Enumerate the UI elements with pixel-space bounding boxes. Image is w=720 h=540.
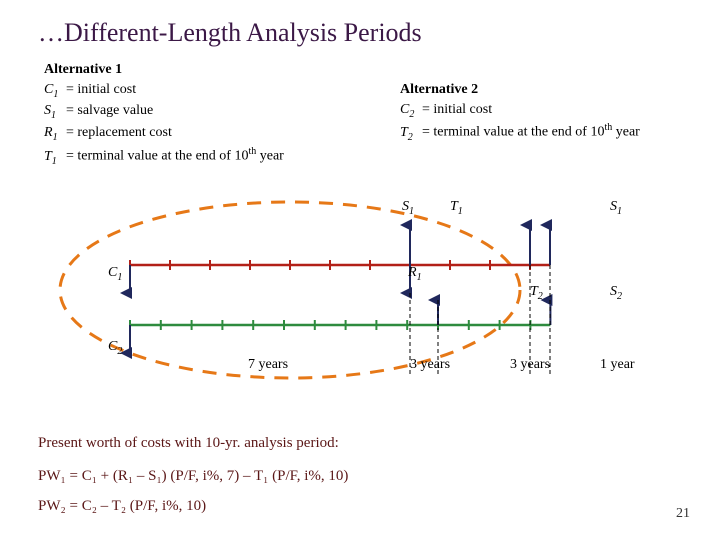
sym-r1: R1: [44, 123, 66, 145]
svg-text:S1: S1: [610, 199, 622, 217]
alt1-block: Alternative 1 C1= initial cost S1= salva…: [44, 60, 284, 168]
svg-text:3 years: 3 years: [510, 357, 550, 372]
sym-t1: T1: [44, 147, 66, 169]
sym-t2: T2: [400, 123, 422, 145]
sym-c2: C2: [400, 100, 422, 122]
sym-c1: C1: [44, 80, 66, 102]
alt1-heading: Alternative 1: [44, 62, 122, 77]
svg-text:T1: T1: [450, 199, 463, 217]
page-title: …Different-Length Analysis Periods: [38, 18, 422, 48]
sym-s1: S1: [44, 101, 66, 123]
svg-text:C2: C2: [108, 339, 122, 357]
c1-text: = initial cost: [66, 82, 136, 97]
pw-intro: Present worth of costs with 10-yr. analy…: [38, 435, 339, 452]
alt2-block: Alternative 2 C2= initial cost T2= termi…: [400, 80, 640, 145]
diagram: C1S1T1S1R1C2T2S27 years3 years3 years1 y…: [30, 180, 690, 390]
s1-text: = salvage value: [66, 103, 153, 118]
page-number: 21: [676, 506, 690, 522]
svg-text:T2: T2: [530, 284, 543, 302]
c2-text: = initial cost: [422, 102, 492, 117]
pw1-formula: PW₁ = C₁ + (R₁ – S₁) (P/F, i%, 7) – T₁ (…: [38, 468, 348, 485]
t1-text: = terminal value at the end of 10: [66, 149, 248, 164]
alt2-heading: Alternative 2: [400, 82, 478, 97]
svg-text:1 year: 1 year: [600, 357, 635, 372]
svg-text:3 years: 3 years: [410, 357, 450, 372]
r1-text: = replacement cost: [66, 125, 172, 140]
t2-text: = terminal value at the end of 10: [422, 125, 604, 140]
svg-text:S2: S2: [610, 284, 622, 302]
pw2-formula: PW₂ = C₂ – T₂ (P/F, i%, 10): [38, 498, 206, 515]
svg-text:7 years: 7 years: [248, 357, 288, 372]
svg-text:C1: C1: [108, 265, 122, 283]
